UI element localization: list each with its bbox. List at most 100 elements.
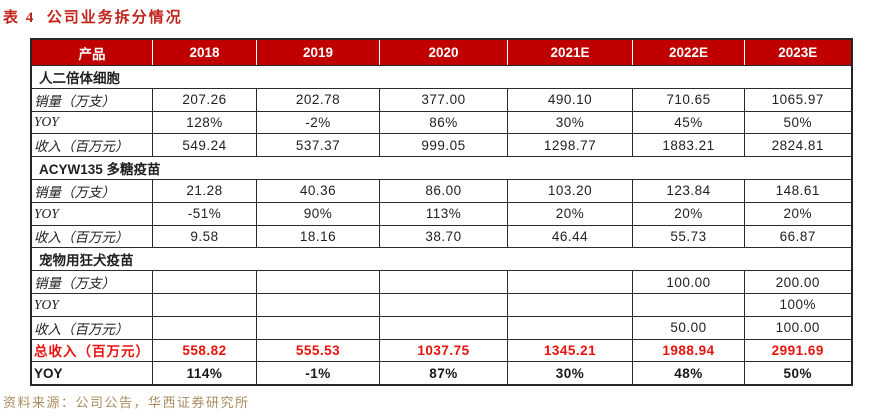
- value-cell: -1%: [256, 361, 380, 386]
- year-column-header: 2023E: [744, 39, 852, 66]
- business-breakdown-table: 产品 2018 2019 2020 2021E 2022E 2023E 人二倍体细胞 销量（万…: [30, 38, 853, 387]
- value-cell: 103.20: [507, 178, 633, 203]
- value-cell: 1037.75: [379, 338, 508, 363]
- year-column-header: 2020: [379, 39, 508, 66]
- metric-row: YOY -51% 90% 113% 20% 20% 20%: [30, 201, 852, 226]
- value-cell: 114%: [152, 361, 257, 386]
- source-note: 资料来源：公司公告，华西证券研究所: [3, 395, 250, 410]
- year-column-header: 2018: [152, 39, 257, 66]
- value-cell: 148.61: [744, 178, 852, 203]
- value-cell: 710.65: [632, 87, 745, 112]
- table-header-row: 产品 2018 2019 2020 2021E 2022E 2023E: [31, 39, 852, 66]
- value-cell: 50%: [744, 361, 852, 386]
- value-cell: 2824.81: [744, 133, 852, 158]
- value-cell: 537.37: [256, 133, 380, 158]
- value-cell: 377.00: [379, 87, 508, 112]
- value-cell: [256, 292, 380, 317]
- value-cell: [507, 270, 633, 294]
- value-cell: 66.87: [744, 224, 852, 249]
- metric-label-cell: 销量（万支）: [30, 87, 153, 112]
- value-cell: [507, 315, 633, 340]
- value-cell: 40.36: [256, 178, 380, 203]
- value-cell: [379, 270, 508, 294]
- metric-row: 收入（百万元） 549.24 537.37 999.05 1298.77 1883.21 2…: [30, 133, 852, 158]
- value-cell: 86.00: [379, 178, 508, 203]
- value-cell: 100.00: [632, 270, 745, 294]
- value-cell: 38.70: [379, 224, 508, 249]
- metric-row: 收入（百万元） 50.00 100.00: [30, 315, 852, 340]
- table-body: 人二倍体细胞 销量（万支） 207.26 202.78 377.00 490.10 710.…: [30, 65, 852, 386]
- value-cell: 2991.69: [744, 338, 852, 363]
- value-cell: [632, 292, 745, 317]
- value-cell: 90%: [256, 201, 380, 226]
- value-cell: 20%: [632, 201, 745, 226]
- value-cell: 18.16: [256, 224, 380, 249]
- value-cell: 1345.21: [507, 338, 633, 363]
- value-cell: 20%: [507, 201, 633, 226]
- value-cell: 202.78: [256, 87, 380, 112]
- value-cell: [152, 270, 257, 294]
- value-cell: 999.05: [379, 133, 508, 158]
- year-column-header: 2022E: [632, 39, 745, 66]
- metric-label-cell: 收入（百万元）: [30, 224, 153, 249]
- value-cell: 1065.97: [744, 87, 852, 112]
- metric-label-cell: 收入（百万元）: [30, 315, 153, 340]
- value-cell: 207.26: [152, 87, 257, 112]
- value-cell: 30%: [507, 361, 633, 386]
- metric-row: YOY 100%: [30, 292, 852, 317]
- metric-row: 销量（万支） 207.26 202.78 377.00 490.10 710.65 1065…: [30, 87, 852, 112]
- value-cell: 200.00: [744, 270, 852, 294]
- value-cell: 48%: [632, 361, 745, 386]
- value-cell: [507, 292, 633, 317]
- value-cell: 9.58: [152, 224, 257, 249]
- value-cell: 46.44: [507, 224, 633, 249]
- metric-row: YOY 128% -2% 86% 30% 45% 50%: [30, 110, 852, 135]
- metric-label-cell: YOY: [30, 201, 153, 226]
- total-yoy-row: YOY 114% -1% 87% 30% 48% 50%: [30, 361, 852, 386]
- value-cell: [379, 292, 508, 317]
- value-cell: 20%: [744, 201, 852, 226]
- value-cell: 113%: [379, 201, 508, 226]
- metric-label-cell: 总收入（百万元）: [30, 338, 153, 363]
- metric-row: 销量（万支） 100.00 200.00: [30, 270, 852, 294]
- value-cell: 45%: [632, 110, 745, 135]
- section-row: 宠物用狂犬疫苗: [30, 247, 852, 272]
- value-cell: 100.00: [744, 315, 852, 340]
- metric-label-cell: YOY: [30, 361, 153, 386]
- metric-row: 收入（百万元） 9.58 18.16 38.70 46.44 55.73 66.87: [30, 224, 852, 249]
- value-cell: 50%: [744, 110, 852, 135]
- value-cell: -2%: [256, 110, 380, 135]
- section-label-cell: ACYW135 多糖疫苗: [30, 156, 852, 180]
- value-cell: 555.53: [256, 338, 380, 363]
- value-cell: 1298.77: [507, 133, 633, 158]
- value-cell: 21.28: [152, 178, 257, 203]
- value-cell: 123.84: [632, 178, 745, 203]
- value-cell: 1883.21: [632, 133, 745, 158]
- value-cell: 128%: [152, 110, 257, 135]
- metric-label-cell: 销量（万支）: [30, 270, 153, 294]
- product-column-header: 产品: [31, 39, 153, 66]
- value-cell: [256, 315, 380, 340]
- value-cell: [152, 292, 257, 317]
- metric-label-cell: YOY: [30, 292, 153, 317]
- value-cell: 549.24: [152, 133, 257, 158]
- value-cell: 490.10: [507, 87, 633, 112]
- section-row: ACYW135 多糖疫苗: [30, 156, 852, 180]
- value-cell: 87%: [379, 361, 508, 386]
- value-cell: 55.73: [632, 224, 745, 249]
- metric-label-cell: 收入（百万元）: [30, 133, 153, 158]
- metric-row: 销量（万支） 21.28 40.36 86.00 103.20 123.84 148.61: [30, 178, 852, 203]
- value-cell: 30%: [507, 110, 633, 135]
- section-row: 人二倍体细胞: [30, 65, 852, 89]
- value-cell: 50.00: [632, 315, 745, 340]
- value-cell: [256, 270, 380, 294]
- section-label-cell: 人二倍体细胞: [30, 65, 852, 89]
- value-cell: 558.82: [152, 338, 257, 363]
- metric-label-cell: YOY: [30, 110, 153, 135]
- section-label-cell: 宠物用狂犬疫苗: [30, 247, 852, 272]
- value-cell: 100%: [744, 292, 852, 317]
- year-column-header: 2021E: [507, 39, 633, 66]
- metric-label-cell: 销量（万支）: [30, 178, 153, 203]
- value-cell: 1988.94: [632, 338, 745, 363]
